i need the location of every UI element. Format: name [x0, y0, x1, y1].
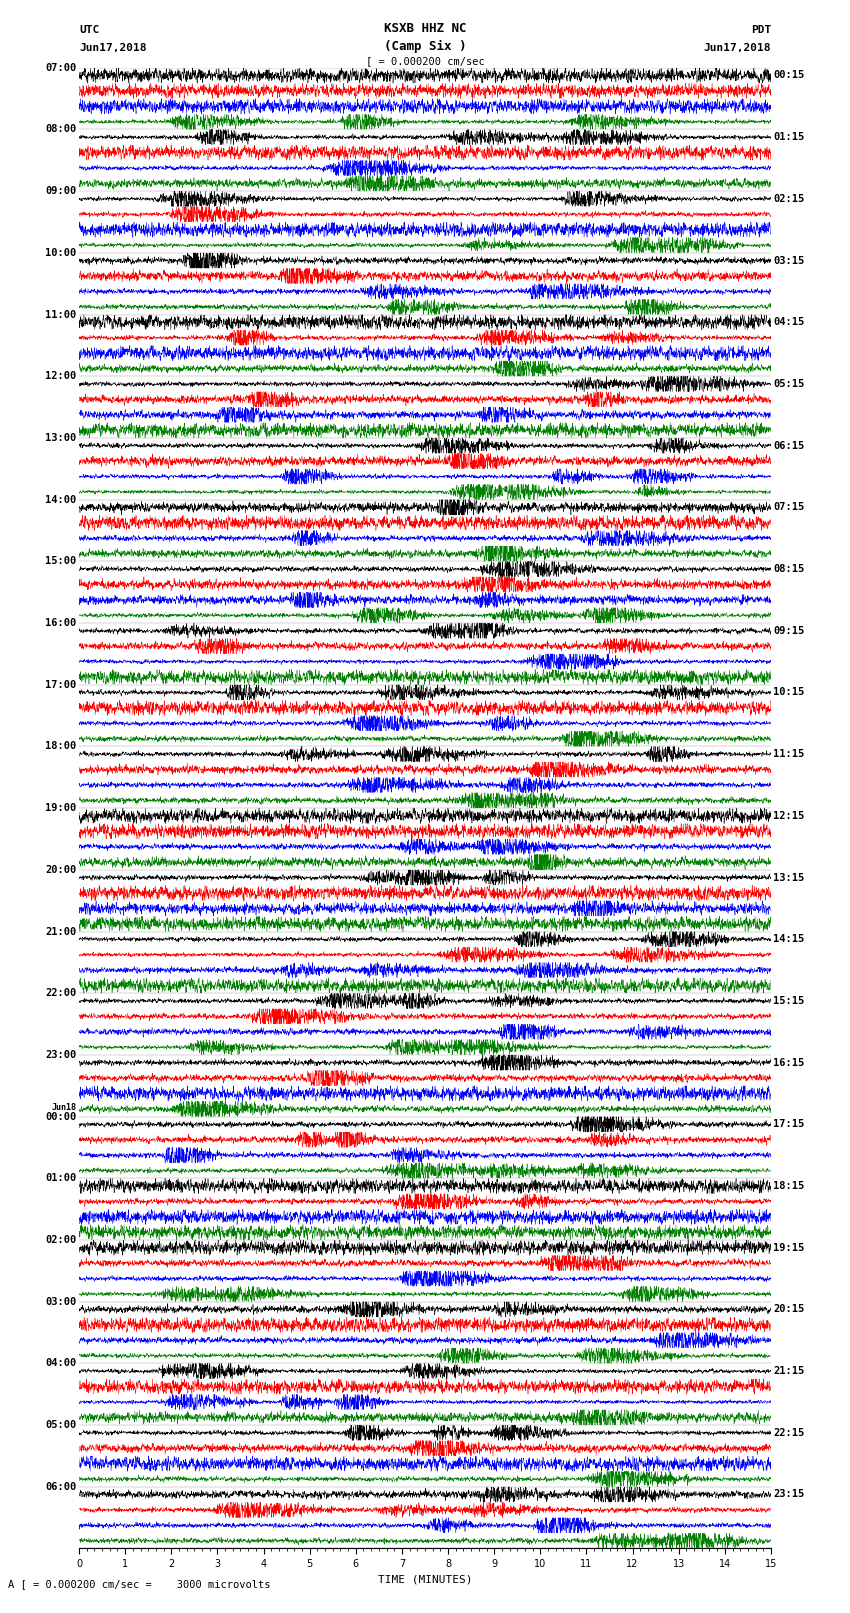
Text: 20:00: 20:00 — [45, 865, 76, 874]
Text: 19:00: 19:00 — [45, 803, 76, 813]
Text: 06:00: 06:00 — [45, 1482, 76, 1492]
Text: 05:15: 05:15 — [774, 379, 805, 389]
Text: 23:15: 23:15 — [774, 1489, 805, 1500]
Text: 14:15: 14:15 — [774, 934, 805, 944]
Text: 07:00: 07:00 — [45, 63, 76, 73]
Text: 18:15: 18:15 — [774, 1181, 805, 1190]
Text: 15:15: 15:15 — [774, 995, 805, 1007]
Text: 18:00: 18:00 — [45, 742, 76, 752]
Text: Jun17,2018: Jun17,2018 — [704, 44, 771, 53]
Text: 21:15: 21:15 — [774, 1366, 805, 1376]
Text: 01:00: 01:00 — [45, 1173, 76, 1184]
Text: [ = 0.000200 cm/sec: [ = 0.000200 cm/sec — [366, 56, 484, 66]
Text: PDT: PDT — [751, 26, 771, 35]
Text: 21:00: 21:00 — [45, 926, 76, 937]
Text: 13:15: 13:15 — [774, 873, 805, 882]
Text: 08:00: 08:00 — [45, 124, 76, 134]
Text: 17:00: 17:00 — [45, 679, 76, 690]
Text: 20:15: 20:15 — [774, 1305, 805, 1315]
Text: 01:15: 01:15 — [774, 132, 805, 142]
Text: 16:00: 16:00 — [45, 618, 76, 627]
Text: 10:15: 10:15 — [774, 687, 805, 697]
Text: 23:00: 23:00 — [45, 1050, 76, 1060]
Text: KSXB HHZ NC: KSXB HHZ NC — [383, 23, 467, 35]
Text: 09:15: 09:15 — [774, 626, 805, 636]
Text: 16:15: 16:15 — [774, 1058, 805, 1068]
Text: 22:00: 22:00 — [45, 989, 76, 998]
Text: 11:15: 11:15 — [774, 748, 805, 760]
Text: 00:15: 00:15 — [774, 71, 805, 81]
Text: A [ = 0.000200 cm/sec =    3000 microvolts: A [ = 0.000200 cm/sec = 3000 microvolts — [8, 1579, 271, 1589]
Text: 03:00: 03:00 — [45, 1297, 76, 1307]
Text: 06:15: 06:15 — [774, 440, 805, 450]
Text: 13:00: 13:00 — [45, 432, 76, 444]
Text: 02:15: 02:15 — [774, 194, 805, 203]
Text: 02:00: 02:00 — [45, 1236, 76, 1245]
Text: 05:00: 05:00 — [45, 1419, 76, 1431]
Text: 12:15: 12:15 — [774, 811, 805, 821]
Text: 22:15: 22:15 — [774, 1428, 805, 1437]
Text: 00:00: 00:00 — [45, 1111, 76, 1121]
Text: Jun18: Jun18 — [52, 1103, 76, 1111]
Text: 17:15: 17:15 — [774, 1119, 805, 1129]
Text: 09:00: 09:00 — [45, 185, 76, 197]
Text: 11:00: 11:00 — [45, 310, 76, 319]
Text: 15:00: 15:00 — [45, 556, 76, 566]
X-axis label: TIME (MINUTES): TIME (MINUTES) — [377, 1574, 473, 1584]
Text: 12:00: 12:00 — [45, 371, 76, 381]
Text: 04:00: 04:00 — [45, 1358, 76, 1368]
Text: UTC: UTC — [79, 26, 99, 35]
Text: (Camp Six ): (Camp Six ) — [383, 40, 467, 53]
Text: 03:15: 03:15 — [774, 255, 805, 266]
Text: 08:15: 08:15 — [774, 565, 805, 574]
Text: 04:15: 04:15 — [774, 318, 805, 327]
Text: 10:00: 10:00 — [45, 248, 76, 258]
Text: 19:15: 19:15 — [774, 1242, 805, 1253]
Text: 07:15: 07:15 — [774, 502, 805, 513]
Text: 14:00: 14:00 — [45, 495, 76, 505]
Text: Jun17,2018: Jun17,2018 — [79, 44, 146, 53]
